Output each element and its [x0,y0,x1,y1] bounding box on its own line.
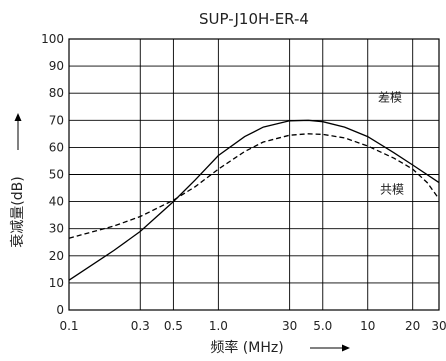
y-arrow-head [14,113,22,121]
y-tick-label: 70 [49,113,64,127]
y-tick-label: 30 [49,222,64,236]
y-tick-labels: 0 10 20 30 40 50 60 70 80 90 100 [41,32,64,317]
series-line-common-mode [68,133,440,239]
series-label: 共模 [380,182,404,196]
x-tick-label: 30 [431,319,446,333]
series-layer [68,119,440,281]
y-tick-label: 10 [49,276,64,290]
y-tick-label: 20 [49,249,64,263]
plot-frame [68,38,440,311]
x-axis-label: 频率 (MHz) [210,339,283,356]
x-tick-label: 20 [405,319,420,333]
y-axis-arrow-icon [14,113,22,150]
x-tick-label: 0.3 [131,319,150,333]
y-tick-label: 40 [49,195,64,209]
y-axis-label: 衰减量(dB) [9,176,26,247]
y-tick-label: 100 [41,32,64,46]
x-tick-label: 1.0 [209,319,228,333]
x-tick-label: 10 [360,319,375,333]
series-line-differential-mode [68,119,440,281]
x-tick-labels: 0.1 0.3 0.5 1.0 30 5.0 10 20 30 [59,319,446,333]
grid-lines [68,38,440,311]
y-tick-label: 0 [56,303,64,317]
y-tick-label: 50 [49,168,64,182]
y-tick-label: 60 [49,140,64,154]
x-tick-label: 0.5 [164,319,183,333]
x-arrow-head [342,344,350,352]
x-axis-arrow-icon [310,344,350,352]
chart-title: SUP-J10H-ER-4 [199,10,309,28]
x-tick-label: 0.1 [59,319,78,333]
y-tick-label: 80 [49,86,64,100]
series-label: 差模 [378,90,402,104]
y-tick-label: 90 [49,59,64,73]
x-tick-label: 30 [282,319,297,333]
x-tick-label: 5.0 [313,319,332,333]
